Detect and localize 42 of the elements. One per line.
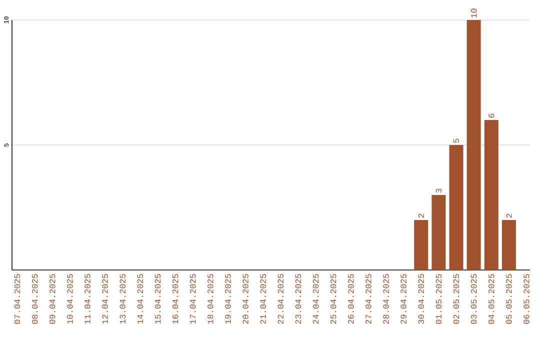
bar	[502, 220, 516, 270]
x-tick-label: 26.04.2025	[348, 274, 354, 324]
x-tick-label: 02.05.2025	[453, 274, 460, 324]
x-tick-label: 13.04.2025	[120, 274, 126, 324]
data-label: 6	[488, 114, 494, 118]
x-tick-label: 17.04.2025	[190, 274, 196, 324]
x-tick-label: 12.04.2025	[102, 274, 108, 324]
x-tick-label: 30.04.2025	[418, 274, 424, 324]
x-tick-label: 29.04.2025	[400, 274, 406, 324]
x-tick-label: 22.04.2025	[278, 274, 284, 324]
x-tick-label: 23.04.2025	[295, 274, 302, 324]
x-tick-label: 15.04.2025	[154, 274, 161, 324]
x-tick-label: 24.04.2025	[312, 274, 319, 324]
bar	[449, 145, 464, 270]
data-label: 10	[470, 8, 477, 18]
x-tick-label: 01.05.2025	[436, 274, 442, 324]
bar	[414, 220, 428, 270]
x-tick-label: 25.04.2025	[330, 274, 336, 324]
bar	[484, 120, 498, 270]
bar	[432, 195, 446, 270]
x-tick-label: 11.04.2025	[84, 274, 90, 324]
x-tick-label: 28.04.2025	[383, 274, 389, 324]
x-tick-label: 14.04.2025	[137, 274, 144, 324]
x-tick-label: 18.04.2025	[208, 274, 214, 324]
data-label: 5	[453, 138, 460, 143]
x-tick-label: 16.04.2025	[172, 274, 178, 324]
x-tick-label: 05.05.2025	[506, 274, 512, 324]
x-tick-label: 04.05.2025	[488, 274, 494, 324]
data-label: 2	[418, 214, 424, 218]
x-tick-label: 21.04.2025	[260, 274, 266, 324]
data-label: 2	[506, 214, 512, 218]
x-tick-label: 09.04.2025	[50, 274, 56, 324]
bar	[466, 20, 481, 270]
x-tick-label: 10.04.2025	[67, 274, 73, 324]
x-tick-label: 27.04.2025	[366, 274, 372, 324]
x-tick-label: 20.04.2025	[242, 274, 248, 324]
x-tick-label: 07.04.2025	[14, 274, 20, 324]
x-tick-label: 08.04.2025	[32, 274, 38, 324]
x-tick-label: 19.04.2025	[225, 274, 231, 324]
data-label: 3	[436, 188, 442, 193]
x-tick-label: 06.05.2025	[524, 274, 530, 324]
x-tick-label: 03.05.2025	[470, 274, 477, 324]
